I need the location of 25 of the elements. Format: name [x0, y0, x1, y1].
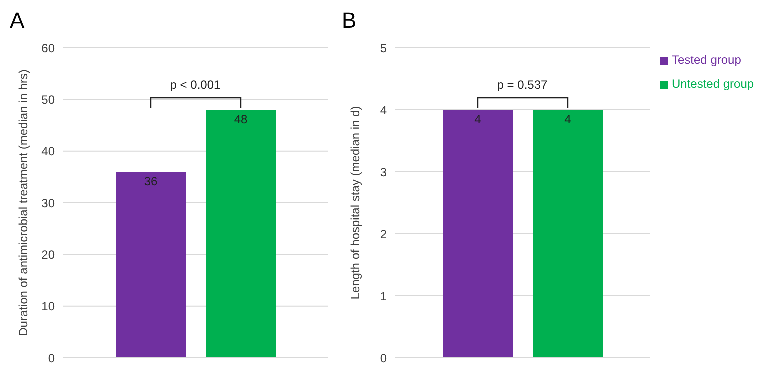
- y-tick-label: 10: [42, 300, 56, 314]
- y-tick-label: 3: [380, 165, 388, 180]
- y-tick-label: 40: [42, 144, 56, 159]
- legend-label: Tested group: [672, 53, 742, 67]
- data-label: 4: [564, 112, 572, 127]
- annotation: p < 0.001: [169, 78, 222, 92]
- y-tick-label: 50: [42, 92, 56, 107]
- data-label: 48: [234, 112, 248, 127]
- y-tick-label: 20: [42, 248, 56, 262]
- y-tick-label: 0: [48, 351, 56, 366]
- y-tick-label: 2: [380, 227, 388, 242]
- y-tick-label: 4: [380, 103, 388, 118]
- chart-title: B: [342, 8, 357, 34]
- y-axis-title: Length of hospital stay (median in d): [348, 106, 362, 300]
- y-tick-label: 5: [380, 41, 388, 56]
- chart-title: A: [10, 8, 25, 34]
- y-tick-label: 1: [380, 289, 388, 304]
- legend-label: Untested group: [672, 77, 754, 91]
- y-axis-title: Duration of antimicrobial treatment (median in hrs): [16, 70, 30, 336]
- y-tick-label: 0: [380, 351, 388, 366]
- y-tick-label: 30: [42, 196, 56, 210]
- y-tick-label: 60: [42, 41, 56, 56]
- data-label: 4: [474, 112, 482, 127]
- data-label: 36: [144, 174, 158, 189]
- annotation: p = 0.537: [496, 78, 549, 92]
